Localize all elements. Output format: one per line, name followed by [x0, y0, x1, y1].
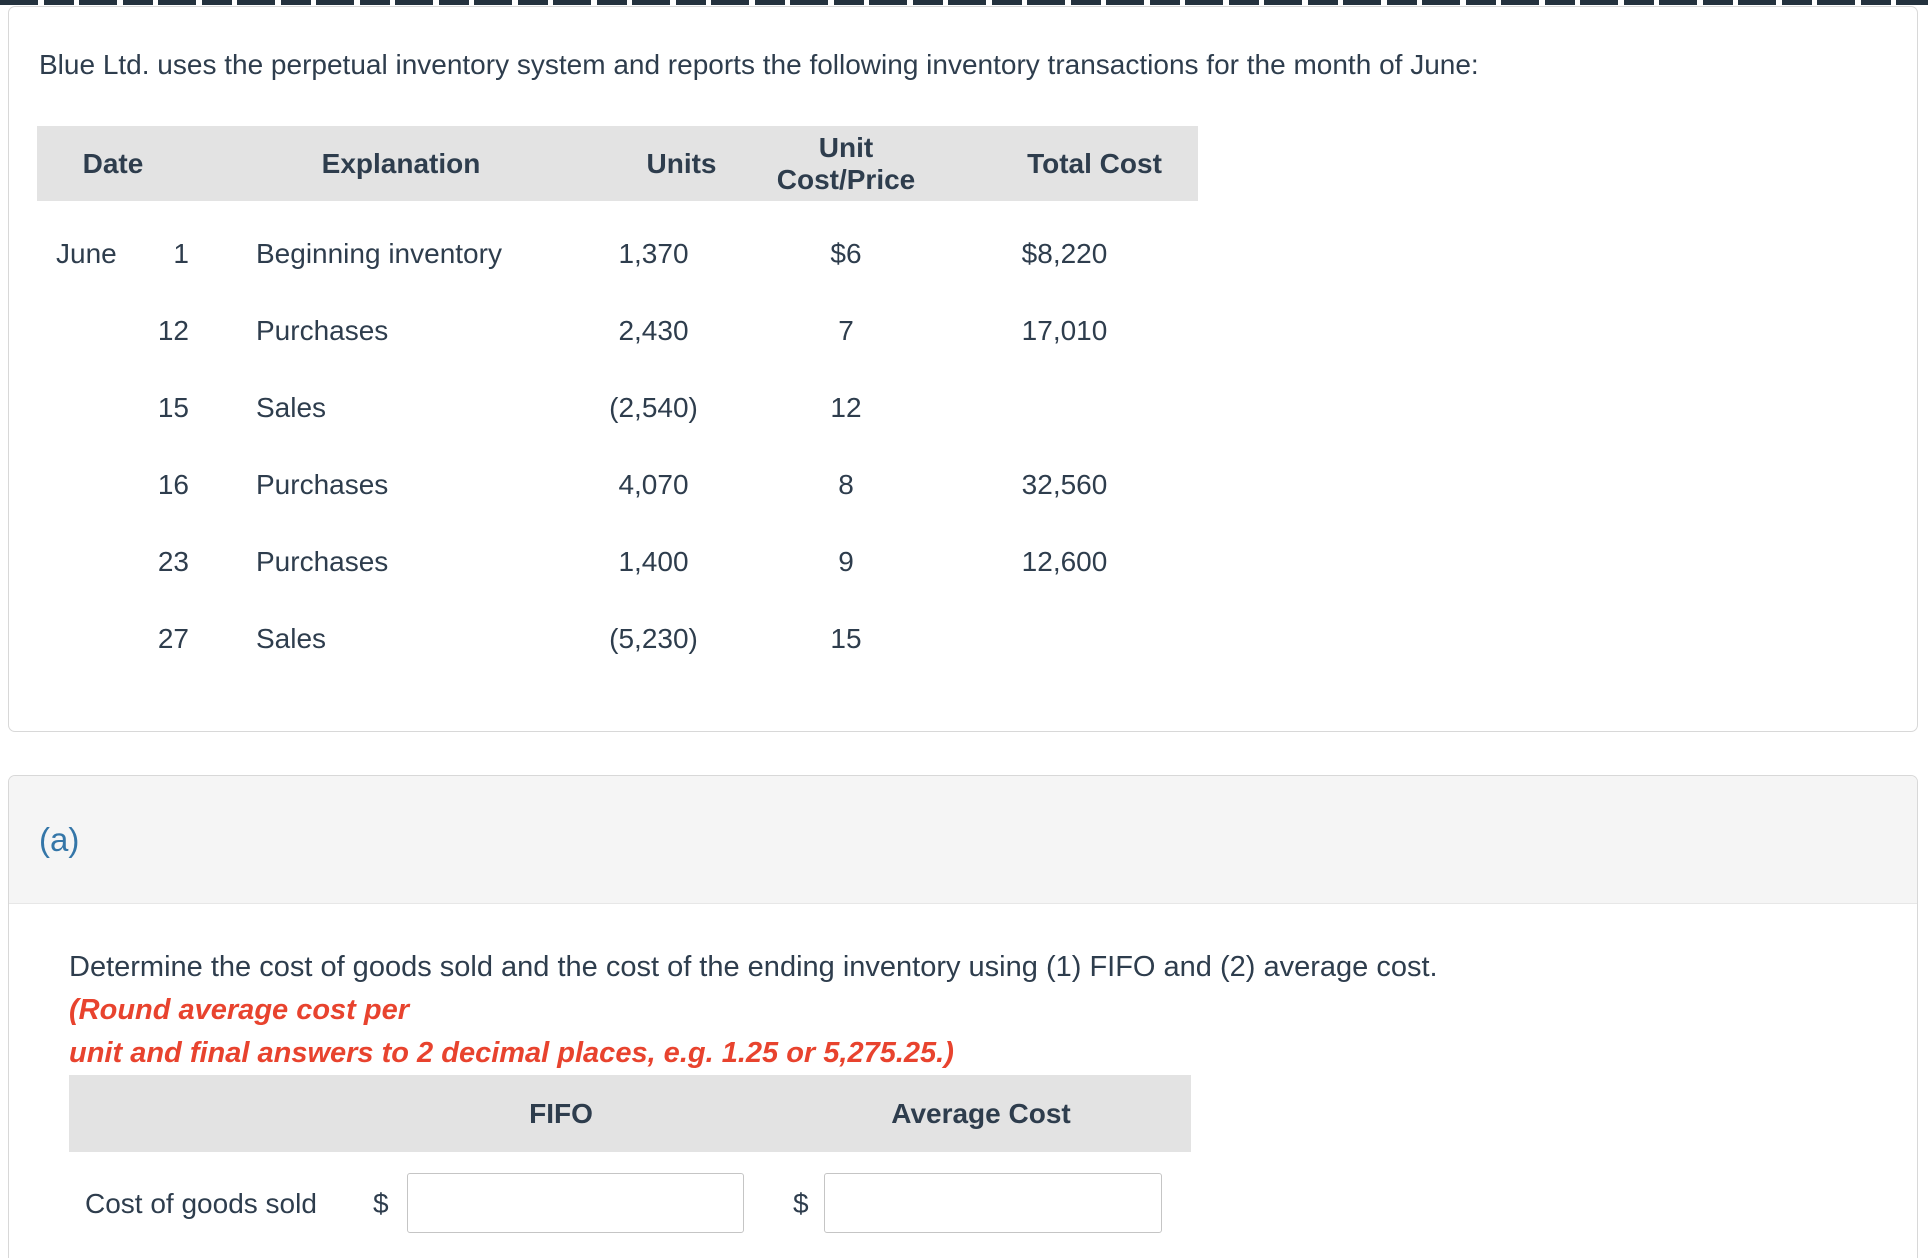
cell-total-cost: $8,220 — [1021, 237, 1108, 269]
cell-day: 23 — [157, 545, 189, 577]
cell-explanation: Purchases — [256, 545, 389, 577]
instruction-rounding-note-line2: unit and final answers to 2 decimal plac… — [69, 1037, 954, 1069]
cell-explanation: Beginning inventory — [256, 237, 502, 269]
table-row: 16 Purchases 4,070 8 32,560 — [37, 446, 1198, 523]
table-row: 15 Sales (2,540) 12 — [37, 369, 1198, 446]
inventory-transactions-table: Date Explanation Units Unit Cost/Price T… — [37, 126, 1198, 677]
header-date: Date — [82, 147, 144, 179]
table-row: 23 Purchases 1,400 9 12,600 — [37, 523, 1198, 600]
part-a-label: (a) — [39, 820, 80, 858]
fifo-cogs-input[interactable] — [407, 1173, 744, 1233]
cell-unit-cost: 9 — [838, 545, 854, 577]
cell-day: 27 — [157, 622, 189, 654]
dollar-sign-average: $ — [793, 1188, 809, 1219]
instruction-rounding-note-line1: (Round average cost per — [69, 994, 410, 1026]
cell-explanation: Sales — [256, 391, 327, 423]
cell-units: (2,540) — [609, 391, 698, 423]
cell-unit-cost: $6 — [830, 237, 862, 269]
cell-total-cost: 32,560 — [1021, 468, 1108, 500]
cell-explanation: Purchases — [256, 314, 389, 346]
table-row: 27 Sales (5,230) 15 — [37, 600, 1198, 677]
instruction-main: Determine the cost of goods sold and the… — [69, 951, 1438, 983]
cell-unit-cost: 7 — [838, 314, 854, 346]
header-total-cost: Total Cost — [1027, 147, 1162, 179]
cell-month: June — [56, 237, 117, 269]
answer-table-header: FIFO Average Cost — [69, 1075, 1191, 1152]
part-a-card: (a) Determine the cost of goods sold and… — [8, 775, 1918, 1258]
cropped-content-strip — [0, 0, 1928, 5]
cell-day: 1 — [173, 237, 189, 269]
cell-units: 1,370 — [618, 237, 689, 269]
cell-unit-cost: 8 — [838, 468, 854, 500]
cell-units: 4,070 — [618, 468, 689, 500]
problem-statement: Blue Ltd. uses the perpetual inventory s… — [39, 49, 1479, 80]
header-units: Units — [646, 147, 717, 179]
cell-total-cost: 17,010 — [1021, 314, 1108, 346]
cell-total-cost: 12,600 — [1021, 545, 1108, 577]
cell-day: 12 — [157, 314, 189, 346]
cell-units: 1,400 — [618, 545, 689, 577]
average-cost-cogs-input[interactable] — [824, 1173, 1162, 1233]
table-row: June 1 Beginning inventory 1,370 $6 $8,2… — [37, 215, 1198, 292]
inventory-table-header: Date Explanation Units Unit Cost/Price T… — [37, 126, 1198, 201]
header-average-cost: Average Cost — [891, 1097, 1071, 1129]
cell-units: (5,230) — [609, 622, 698, 654]
header-unit-cost: Unit Cost/Price — [776, 131, 916, 195]
dollar-sign-fifo: $ — [373, 1188, 389, 1219]
cell-day: 16 — [157, 468, 189, 500]
problem-card: Blue Ltd. uses the perpetual inventory s… — [8, 6, 1918, 732]
instruction-text: Determine the cost of goods sold and the… — [69, 946, 1529, 1075]
cell-unit-cost: 12 — [830, 391, 862, 423]
cell-day: 15 — [157, 391, 189, 423]
inventory-table-body: June 1 Beginning inventory 1,370 $6 $8,2… — [37, 215, 1198, 677]
cell-unit-cost: 15 — [830, 622, 862, 654]
cost-of-goods-sold-row: Cost of goods sold $ $ — [9, 1172, 1917, 1236]
cell-units: 2,430 — [618, 314, 689, 346]
table-row: 12 Purchases 2,430 7 17,010 — [37, 292, 1198, 369]
cell-explanation: Purchases — [256, 468, 389, 500]
part-a-header: (a) — [9, 776, 1917, 904]
cell-explanation: Sales — [256, 622, 327, 654]
row-label-cost-of-goods-sold: Cost of goods sold — [85, 1188, 317, 1219]
header-fifo: FIFO — [529, 1097, 593, 1129]
header-explanation: Explanation — [321, 147, 481, 179]
